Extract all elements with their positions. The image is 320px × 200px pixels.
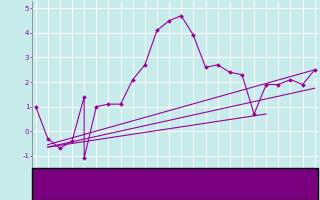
X-axis label: Windchill (Refroidissement éolien,°C): Windchill (Refroidissement éolien,°C)	[100, 178, 250, 185]
